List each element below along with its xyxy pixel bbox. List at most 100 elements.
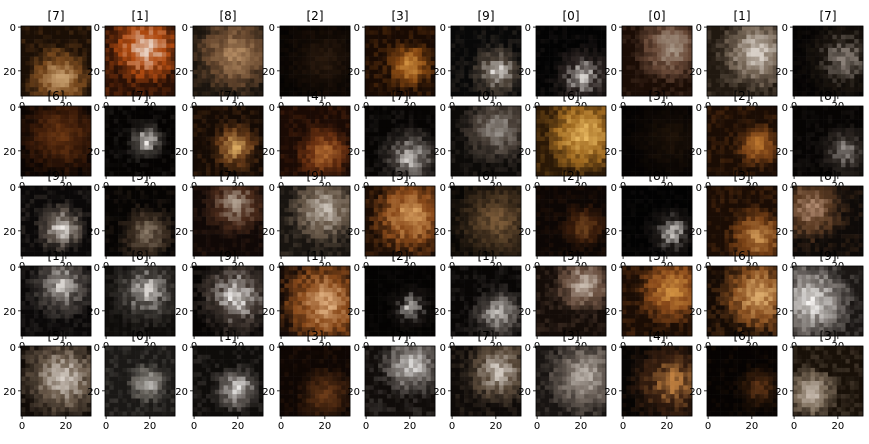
subplot-frame — [450, 185, 522, 257]
subplot-image — [105, 266, 176, 337]
x-tick-label: 20 — [660, 421, 673, 432]
subplot-image — [707, 346, 778, 417]
subplot-frame — [279, 265, 351, 337]
y-tick-label: 0 — [10, 263, 16, 274]
y-tick-label: 0 — [525, 183, 531, 194]
subplot-image — [622, 26, 693, 97]
y-tick-label: 0 — [354, 103, 360, 114]
y-tick-label: 20 — [3, 147, 16, 158]
subplot-frame — [792, 105, 864, 177]
x-tick-label: 0 — [449, 421, 455, 432]
subplot-title: [0] — [563, 9, 580, 23]
y-tick-label: 0 — [611, 103, 617, 114]
subplot-frame — [279, 185, 351, 257]
y-tick-label: 0 — [182, 23, 188, 34]
y-tick-label: 20 — [3, 307, 16, 318]
x-tick-label: 20 — [745, 421, 758, 432]
subplot-title: [8] — [649, 169, 666, 183]
y-tick-label: 20 — [3, 67, 16, 78]
subplot-image — [193, 266, 264, 337]
y-tick-label: 20 — [175, 387, 188, 398]
subplot-frame — [621, 185, 693, 257]
y-tick-label: 20 — [604, 227, 617, 238]
subplot-frame — [192, 25, 264, 97]
subplot-image — [105, 186, 176, 257]
subplot-image — [193, 26, 264, 97]
subplot-frame — [104, 105, 176, 177]
y-tick-label: 0 — [611, 183, 617, 194]
y-tick-label: 20 — [518, 147, 531, 158]
subplot-title: [9] — [220, 249, 237, 263]
subplot-frame — [364, 25, 436, 97]
y-tick-label: 20 — [689, 67, 702, 78]
subplot-frame — [279, 105, 351, 177]
subplot-r4-c5: [7] 0 0 20 20 — [433, 329, 522, 432]
subplot-title: [3] — [820, 329, 837, 343]
y-tick-label: 0 — [611, 343, 617, 354]
subplot-r4-c3: [3] 0 0 20 20 — [262, 329, 351, 432]
y-tick-label: 0 — [782, 263, 788, 274]
subplot-title: [1] — [734, 9, 751, 23]
subplot-title: [7] — [48, 9, 65, 23]
y-tick-label: 20 — [433, 387, 446, 398]
subplot-r4-c1: [0] 0 0 20 20 — [87, 329, 176, 432]
subplot-frame — [364, 345, 436, 417]
subplot-frame — [192, 185, 264, 257]
subplot-image — [21, 266, 92, 337]
subplot-image — [451, 186, 522, 257]
subplot-image — [707, 266, 778, 337]
subplot-frame — [450, 345, 522, 417]
subplot-title: [6] — [478, 169, 495, 183]
subplot-image — [622, 346, 693, 417]
subplot-title: [5] — [48, 329, 65, 343]
y-tick-label: 20 — [689, 147, 702, 158]
y-tick-label: 20 — [347, 67, 360, 78]
x-tick-label: 0 — [534, 421, 540, 432]
subplot-r4-c2: [1] 0 0 20 20 — [175, 329, 264, 432]
subplot-title: [9] — [307, 169, 324, 183]
subplot-image — [280, 26, 351, 97]
subplot-frame — [364, 105, 436, 177]
subplot-image — [280, 346, 351, 417]
subplot-r4-c4: [7] 0 0 20 20 — [347, 329, 436, 432]
subplot-frame — [535, 25, 607, 97]
subplot-image — [365, 106, 436, 177]
subplot-title: [3] — [307, 329, 324, 343]
y-tick-label: 0 — [10, 23, 16, 34]
subplot-title: [7] — [820, 9, 837, 23]
x-tick-label: 20 — [489, 421, 502, 432]
subplot-title: [4] — [649, 329, 666, 343]
subplot-image — [21, 106, 92, 177]
y-tick-label: 20 — [604, 67, 617, 78]
y-tick-label: 0 — [696, 343, 702, 354]
y-tick-label: 0 — [354, 23, 360, 34]
subplot-image — [536, 266, 607, 337]
y-tick-label: 0 — [182, 343, 188, 354]
y-tick-label: 0 — [94, 183, 100, 194]
subplot-title: [7] — [132, 89, 149, 103]
subplot-image — [536, 26, 607, 97]
subplot-title: [7] — [478, 329, 495, 343]
subplot-image — [793, 106, 864, 177]
y-tick-label: 0 — [182, 263, 188, 274]
subplot-image — [105, 106, 176, 177]
subplot-title: [8] — [820, 169, 837, 183]
subplot-title: [6] — [563, 89, 580, 103]
y-tick-label: 20 — [433, 307, 446, 318]
subplot-frame — [192, 265, 264, 337]
y-tick-label: 0 — [182, 183, 188, 194]
y-tick-label: 20 — [433, 147, 446, 158]
x-tick-label: 0 — [19, 421, 25, 432]
subplot-title: [3] — [734, 169, 751, 183]
y-tick-label: 20 — [775, 307, 788, 318]
